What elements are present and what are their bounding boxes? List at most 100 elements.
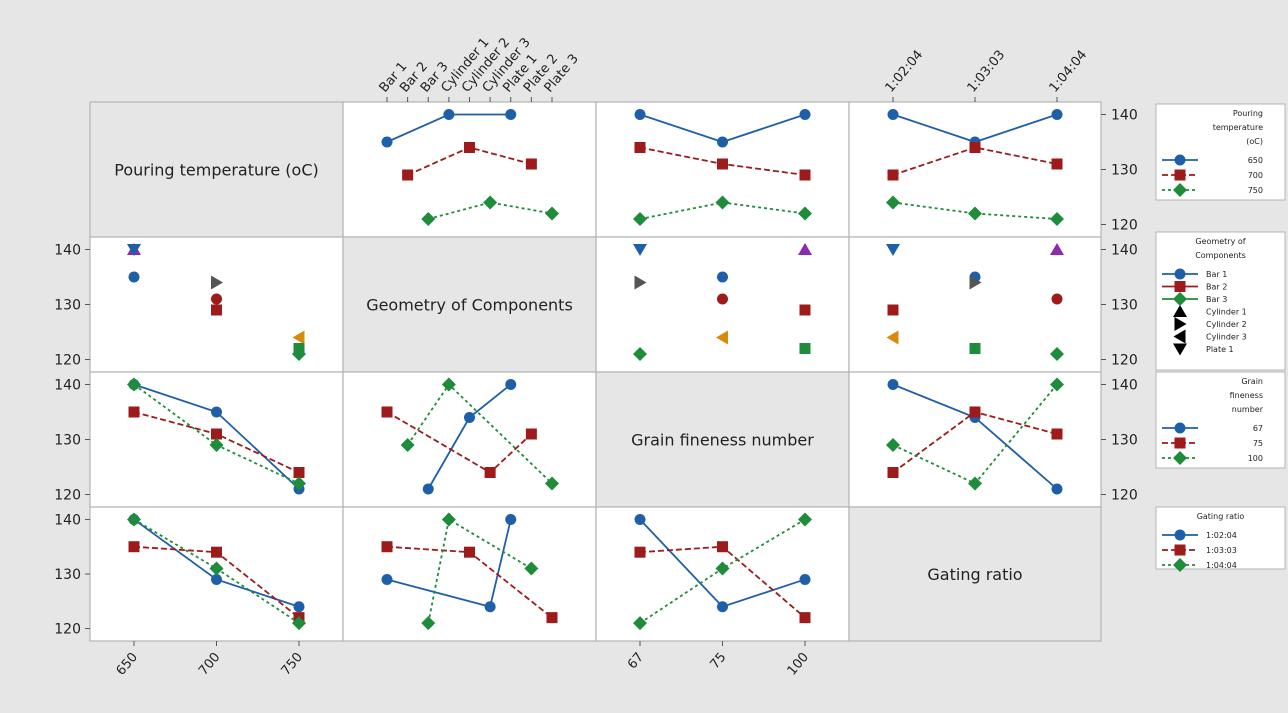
data-point-1-02-04 <box>799 573 811 585</box>
data-point-100 <box>400 438 415 452</box>
data-point-67 <box>1051 483 1063 495</box>
data-point-75 <box>969 406 981 418</box>
data-point-100 <box>1050 377 1064 392</box>
data-point-650 <box>634 109 646 120</box>
data-point-cylinder-3 <box>886 330 899 345</box>
legend-label-67: 67 <box>1253 424 1263 433</box>
data-point-67 <box>422 483 434 495</box>
legend-label-650: 650 <box>1248 156 1263 165</box>
legend-marker-1-04-04 <box>1173 558 1187 572</box>
diagonal-cell-0 <box>89 101 344 238</box>
data-point-1-04-04 <box>127 512 141 527</box>
y-tick-label: 120 <box>54 488 81 504</box>
y-tick-label: 120 <box>54 353 81 369</box>
data-point-1-04-04 <box>798 512 812 527</box>
legend-title: temperature <box>1213 123 1263 132</box>
data-point-75 <box>1051 428 1063 440</box>
legend-marker-plate-1 <box>1173 343 1187 356</box>
data-point-67 <box>505 379 517 390</box>
data-point-plate-1 <box>633 244 647 256</box>
data-point-750 <box>633 212 647 226</box>
interaction-panel <box>633 109 812 226</box>
factor-title-2: Grain fineness number <box>631 431 814 450</box>
data-point-650 <box>887 109 899 120</box>
legend-label-75: 75 <box>1253 439 1263 448</box>
data-point-700 <box>799 169 811 181</box>
data-point-plate-3 <box>799 343 811 354</box>
data-point-1-03-03 <box>546 612 558 624</box>
y-tick-label: 130 <box>1111 163 1138 179</box>
data-point-bar-2 <box>211 304 222 316</box>
data-point-cylinder-1 <box>798 243 812 255</box>
legend-2: Grain fineness number 67 75 100 <box>1155 371 1286 469</box>
data-point-750 <box>968 206 982 221</box>
data-point-1-02-04 <box>211 573 222 585</box>
y-tick-label: 130 <box>54 433 81 449</box>
interaction-panel <box>886 109 1064 226</box>
legend-label-cylinder-3: Cylinder 3 <box>1206 333 1247 342</box>
data-point-650 <box>717 136 728 148</box>
legend-title: number <box>1232 405 1264 414</box>
factor-title-0: Pouring temperature (oC) <box>114 161 319 180</box>
data-point-1-04-04 <box>421 616 436 631</box>
data-point-1-02-04 <box>381 573 393 585</box>
panel-3-1 <box>342 506 597 642</box>
legend-3: Gating ratio 1:02:04 1:03:03 1:04:04 <box>1155 506 1286 572</box>
interaction-panel <box>381 377 559 495</box>
data-point-750 <box>886 195 900 210</box>
y-tick-label: 120 <box>1111 488 1138 504</box>
y-tick-label: 130 <box>54 298 81 314</box>
legend-marker-cylinder-2 <box>1174 317 1187 331</box>
y-tick-label: 140 <box>54 378 81 394</box>
data-point-plate-3 <box>293 343 305 354</box>
interaction-panel <box>633 512 812 631</box>
y-tick-label: 140 <box>1111 108 1138 124</box>
y-tick-label: 140 <box>54 512 81 528</box>
data-point-100 <box>127 377 141 392</box>
interaction-panel <box>381 109 559 226</box>
data-point-100 <box>545 476 559 491</box>
y-tick-label: 130 <box>1111 298 1138 314</box>
data-point-650 <box>381 136 393 148</box>
data-point-bar-1 <box>128 271 140 283</box>
data-point-67 <box>464 412 475 423</box>
interaction-panel <box>886 243 1064 361</box>
data-point-75 <box>381 406 393 418</box>
y-tick-label: 120 <box>1111 218 1138 234</box>
data-point-750 <box>421 212 436 226</box>
data-point-1-03-03 <box>464 546 475 558</box>
data-point-75 <box>293 467 305 478</box>
diagonal-cell-2 <box>595 371 850 508</box>
data-point-1-03-03 <box>799 612 811 624</box>
legend-label-700: 700 <box>1248 171 1263 180</box>
data-point-100 <box>292 476 306 491</box>
legend-label-100: 100 <box>1248 454 1263 463</box>
legend-marker-650 <box>1174 154 1186 166</box>
data-point-100 <box>968 476 982 491</box>
y-tick-label: 140 <box>1111 378 1138 394</box>
data-point-75 <box>128 406 140 418</box>
diagonal-cell-3 <box>848 506 1102 642</box>
data-point-plate-2 <box>717 293 728 305</box>
panel-2-1 <box>342 371 597 508</box>
data-point-700 <box>969 142 981 153</box>
data-point-650 <box>799 109 811 120</box>
panel-0-1 <box>342 101 597 238</box>
data-point-700 <box>464 142 475 153</box>
data-point-700 <box>717 158 728 170</box>
y-tick-label: 120 <box>1111 353 1138 369</box>
legend-marker-75 <box>1174 437 1186 449</box>
legend-box <box>1155 371 1286 469</box>
legend-label-bar-1: Bar 1 <box>1206 270 1227 279</box>
legend-title: Pouring <box>1233 109 1263 118</box>
data-point-100 <box>886 438 900 452</box>
legend-label-bar-2: Bar 2 <box>1206 283 1227 292</box>
legend-label-750: 750 <box>1248 186 1263 195</box>
legend-title: Geometry of <box>1195 237 1245 246</box>
data-point-100 <box>209 438 224 452</box>
data-point-1-02-04 <box>484 601 496 613</box>
data-point-1-04-04 <box>209 561 224 576</box>
interaction-panel <box>381 512 558 631</box>
data-point-75 <box>525 428 537 440</box>
data-point-1-03-03 <box>634 546 646 558</box>
